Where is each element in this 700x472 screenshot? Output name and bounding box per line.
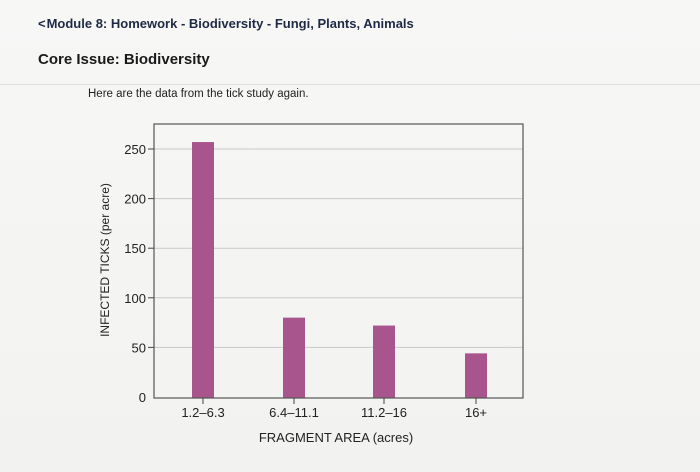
x-tick-label: 6.4–11.1 xyxy=(269,405,319,420)
y-tick-label: 200 xyxy=(124,192,146,207)
plot-frame xyxy=(153,123,524,399)
chevron-left-icon: < xyxy=(38,16,46,31)
bar xyxy=(192,142,214,398)
y-axis-label: INFECTED TICKS (per acre) xyxy=(98,183,112,337)
x-axis-label: FRAGMENT AREA (acres) xyxy=(259,430,413,445)
bar xyxy=(465,353,487,398)
y-tick-label: 0 xyxy=(139,390,146,405)
y-axis-ticks: 0 50 100 150 200 250 xyxy=(124,142,154,405)
x-tick-label: 1.2–6.3 xyxy=(181,405,224,420)
x-axis-ticks: 1.2–6.3 6.4–11.1 11.2–16 16+ xyxy=(181,398,487,420)
grid-lines xyxy=(154,148,523,348)
intro-text: Here are the data from the tick study ag… xyxy=(88,88,309,100)
x-tick-label: 11.2–16 xyxy=(361,405,407,420)
y-tick-label: 250 xyxy=(124,142,146,157)
y-tick-label: 50 xyxy=(132,340,146,355)
section-title: Core Issue: Biodiversity xyxy=(38,51,210,68)
y-tick-label: 150 xyxy=(124,241,146,256)
bar xyxy=(283,317,305,398)
x-tick-label: 16+ xyxy=(465,405,487,420)
bar xyxy=(373,325,395,398)
y-tick-label: 100 xyxy=(124,291,146,306)
back-to-module-link[interactable]: <Module 8: Homework - Biodiversity - Fun… xyxy=(38,16,414,31)
bars xyxy=(192,142,487,398)
divider xyxy=(0,84,700,85)
back-link-label: Module 8: Homework - Biodiversity - Fung… xyxy=(46,16,414,31)
